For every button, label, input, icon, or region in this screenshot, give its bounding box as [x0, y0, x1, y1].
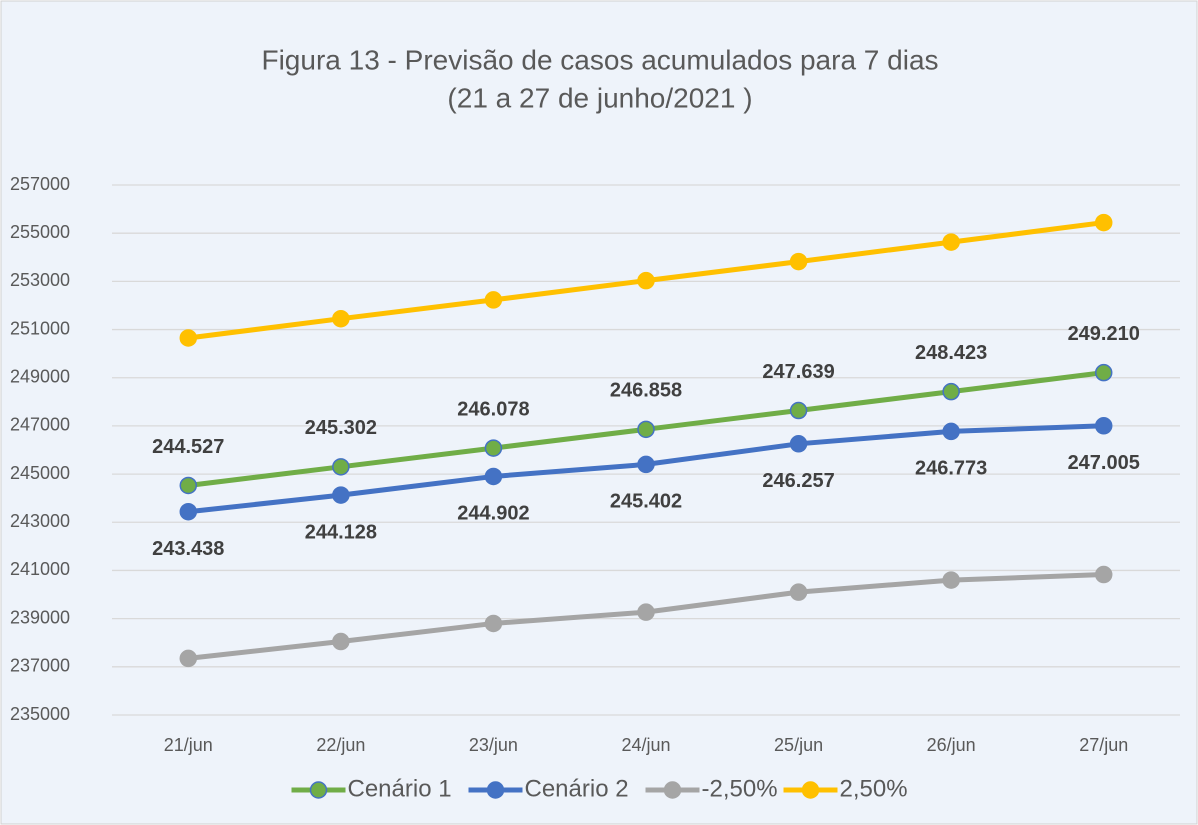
y-tick-label: 235000 — [10, 704, 70, 724]
data-point — [789, 401, 808, 420]
data-point — [332, 632, 350, 651]
y-tick-label: 237000 — [10, 656, 70, 676]
legend-label: 2,50% — [840, 775, 908, 802]
chart-subtitle: (21 a 27 de junho/2021 ) — [447, 82, 752, 113]
x-tick-label: 25/jun — [774, 735, 823, 755]
data-point — [637, 455, 655, 474]
data-point — [332, 486, 350, 504]
data-point — [942, 422, 960, 441]
legend-label: Cenário 2 — [525, 775, 629, 802]
legend-label: -2,50% — [702, 775, 778, 802]
data-point — [1094, 417, 1113, 435]
data-point — [179, 329, 198, 347]
data-label: 249.210 — [1068, 323, 1140, 345]
data-point — [1094, 213, 1113, 232]
legend-marker — [486, 781, 505, 799]
data-label: 244.902 — [457, 503, 529, 525]
x-tick-label: 21/jun — [164, 735, 213, 755]
y-tick-label: 253000 — [10, 270, 70, 290]
data-point — [942, 382, 960, 401]
legend-marker — [801, 781, 820, 799]
y-tick-label: 251000 — [10, 318, 70, 338]
x-tick-label: 27/jun — [1079, 735, 1128, 755]
x-tick-label: 23/jun — [469, 735, 518, 755]
data-point — [179, 649, 198, 668]
x-tick-label: 22/jun — [316, 735, 365, 755]
data-label: 246.773 — [915, 458, 987, 480]
x-tick-label: 26/jun — [927, 735, 976, 755]
data-point — [484, 291, 503, 309]
data-point — [637, 271, 655, 290]
data-point — [942, 233, 960, 251]
data-point — [179, 502, 198, 521]
data-point — [789, 435, 808, 453]
data-label: 248.423 — [915, 342, 987, 364]
data-point — [1094, 565, 1113, 584]
x-tick-label: 24/jun — [621, 735, 670, 755]
data-label: 244.527 — [152, 436, 224, 458]
data-label: 246.858 — [610, 380, 682, 402]
legend-marker — [663, 781, 682, 799]
chart-title: Figura 13 - Previsão de casos acumulados… — [261, 44, 938, 75]
data-point — [484, 467, 503, 486]
data-point — [789, 252, 808, 271]
y-tick-label: 239000 — [10, 607, 70, 627]
data-point — [484, 614, 503, 633]
data-point — [1094, 363, 1113, 382]
y-tick-label: 247000 — [10, 415, 70, 435]
y-tick-label: 249000 — [10, 366, 70, 386]
data-point — [332, 458, 350, 476]
legend-label: Cenário 1 — [348, 775, 452, 802]
data-label: 245.302 — [305, 417, 377, 439]
data-label: 244.128 — [305, 521, 377, 543]
data-label: 247.639 — [762, 361, 834, 383]
y-tick-label: 255000 — [10, 222, 70, 242]
data-label: 246.078 — [457, 398, 529, 420]
legend-marker — [309, 781, 328, 799]
data-point — [637, 603, 655, 621]
y-tick-label: 257000 — [10, 174, 70, 194]
data-point — [942, 571, 960, 589]
y-tick-label: 241000 — [10, 559, 70, 579]
data-point — [179, 476, 198, 495]
data-point — [332, 309, 350, 328]
data-point — [637, 420, 655, 439]
y-tick-label: 245000 — [10, 463, 70, 483]
data-label: 245.402 — [610, 491, 682, 513]
data-label: 246.257 — [762, 470, 834, 492]
y-tick-label: 243000 — [10, 511, 70, 531]
data-point — [484, 439, 503, 457]
data-point — [789, 583, 808, 601]
data-label: 247.005 — [1068, 452, 1140, 474]
data-label: 243.438 — [152, 538, 224, 560]
